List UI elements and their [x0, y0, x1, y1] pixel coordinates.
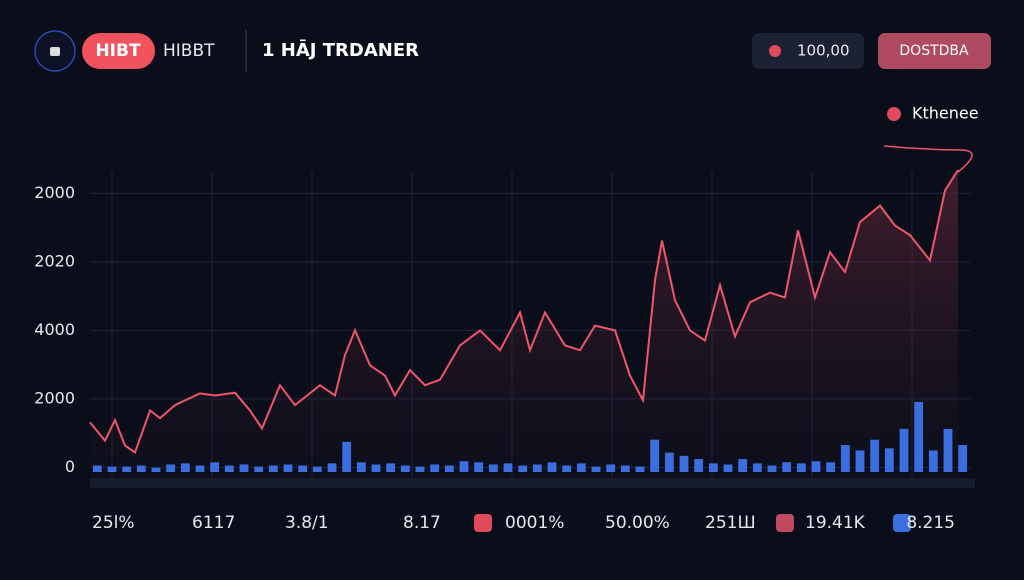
volume-baseline	[90, 478, 975, 488]
stat: 0001%	[505, 513, 564, 533]
volume-bar	[855, 450, 865, 472]
volume-bar	[283, 464, 293, 472]
volume-bar	[870, 439, 880, 472]
volume-bar	[254, 466, 264, 472]
volume-bar	[268, 465, 278, 472]
volume-bar	[767, 465, 777, 472]
stat-icon	[474, 514, 492, 532]
stat: 25l%	[92, 513, 135, 533]
volume-bar	[459, 461, 469, 472]
volume-bar	[151, 467, 161, 472]
balance-box[interactable]	[752, 33, 864, 69]
volume-bar	[635, 466, 645, 472]
volume-bar	[606, 464, 616, 472]
stat: 251Ш	[705, 513, 756, 533]
volume-bar	[738, 459, 748, 472]
volume-bar	[562, 465, 572, 472]
volume-bar	[664, 452, 674, 472]
volume-bar	[503, 463, 513, 472]
volume-bar	[943, 428, 953, 472]
volume-bar	[884, 448, 894, 472]
price-area	[90, 170, 958, 478]
stat: 6117	[192, 513, 235, 533]
volume-bar	[811, 461, 821, 472]
volume-bar	[826, 462, 836, 472]
volume-bar	[195, 465, 205, 472]
volume-bar	[679, 455, 689, 472]
title: 1 HĀJ TRDANER	[262, 40, 419, 61]
volume-bar	[400, 465, 410, 472]
y-tick-label: 0	[65, 457, 75, 476]
lock-icon	[50, 47, 60, 56]
volume-bar	[342, 441, 352, 472]
volume-bar	[474, 462, 484, 472]
volume-bar	[386, 463, 396, 472]
volume-bar	[708, 463, 718, 472]
volume-bar	[444, 465, 454, 472]
y-tick-label: 2020	[34, 251, 75, 270]
volume-bar	[224, 465, 234, 472]
ticker: HIBBT	[163, 41, 215, 61]
volume-bar	[210, 462, 220, 472]
volume-bar	[312, 466, 322, 472]
stat: 3.8/1	[285, 513, 329, 533]
volume-bar	[518, 465, 528, 472]
legend-connector	[883, 145, 973, 173]
volume-bar	[327, 463, 337, 472]
action-button[interactable]	[878, 33, 991, 69]
volume-bar	[914, 402, 924, 472]
volume-bar	[591, 466, 601, 472]
volume-bar	[166, 464, 176, 472]
legend-label: Kthenee	[912, 104, 979, 123]
volume-bar	[430, 464, 440, 472]
balance-icon	[769, 45, 781, 57]
volume-bar	[958, 445, 968, 472]
volume-bar	[547, 462, 557, 472]
y-tick-label: 2000	[34, 388, 75, 407]
stat: 8.17	[403, 513, 441, 533]
volume-bar	[840, 445, 850, 472]
volume-bar	[239, 464, 249, 472]
stat-icon	[776, 514, 794, 532]
volume-bar	[899, 428, 909, 472]
stat: 19.41K	[805, 513, 866, 533]
volume-bar	[92, 465, 102, 472]
badge: HIBT	[95, 41, 141, 61]
stat: 50.00%	[605, 513, 670, 533]
volume-bar	[576, 463, 586, 472]
volume-bar	[694, 459, 704, 472]
volume-bar	[415, 466, 425, 472]
y-tick-label: 4000	[34, 320, 75, 339]
volume-bar	[620, 465, 630, 472]
stat-icon	[893, 514, 911, 532]
legend-icon	[887, 107, 901, 121]
badge-pill[interactable]	[82, 33, 155, 69]
volume-bar	[928, 450, 938, 472]
volume-bar	[650, 439, 660, 472]
volume-bar	[298, 465, 308, 472]
volume-bar	[107, 466, 117, 472]
volume-bar	[752, 463, 762, 472]
volume-bar	[136, 465, 146, 472]
volume-bar	[356, 462, 366, 472]
volume-bar	[371, 464, 381, 472]
volume-bar	[782, 462, 792, 472]
volume-bar	[532, 464, 542, 472]
balance: 100,00	[797, 42, 850, 60]
volume-bar	[180, 463, 190, 472]
y-tick-label: 2000	[34, 183, 75, 202]
volume-bar	[723, 464, 733, 472]
volume-bar	[122, 466, 132, 472]
volume-bar	[488, 464, 498, 472]
action: DOSTDBA	[899, 43, 969, 59]
stat: 8.215	[906, 513, 955, 533]
volume-bar	[796, 463, 806, 472]
price-line	[89, 169, 959, 454]
